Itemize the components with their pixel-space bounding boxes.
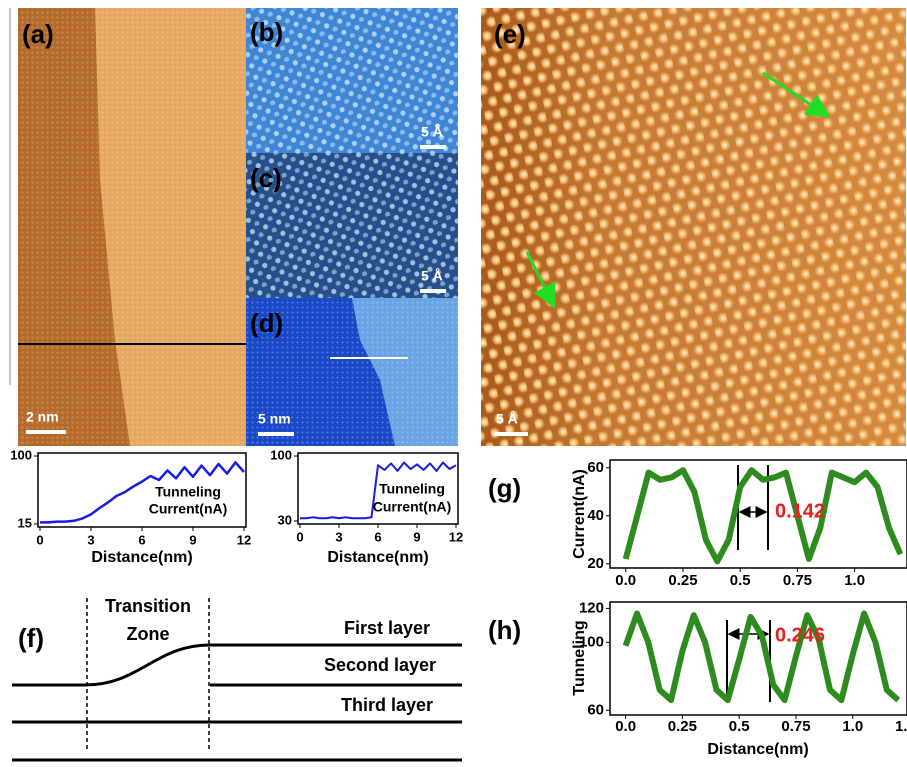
panel-label: (b): [250, 17, 283, 47]
annotation: Current(nA): [149, 501, 228, 517]
panel-label: (g): [488, 473, 521, 503]
panel-label: (e): [494, 19, 526, 49]
scale-label: 5 Å: [496, 411, 518, 427]
plot-frame: [609, 459, 907, 569]
layer-label: Second layer: [324, 655, 436, 675]
annotation: Current(nA): [373, 499, 452, 515]
layer-diagram: [12, 598, 462, 762]
layer-label: Third layer: [341, 695, 433, 715]
annotation: Tunneling: [379, 481, 445, 497]
y-axis-label: Current(nA): [571, 469, 588, 559]
image-c: [246, 153, 458, 298]
x-tick-label: 0.75: [781, 718, 810, 735]
x-tick-label: 0.0: [615, 718, 636, 735]
panel-label: (a): [22, 19, 54, 49]
panel-label: (f): [18, 623, 44, 653]
y-tick-label: 120: [579, 599, 604, 616]
x-tick-label: 1.0: [844, 572, 865, 589]
zone-label: Zone: [127, 624, 170, 644]
layer-label: First layer: [344, 618, 430, 638]
x-axis-label: Distance(nm): [327, 549, 428, 566]
y-tick-label: 100: [270, 447, 292, 462]
panel-label: (c): [250, 163, 282, 193]
zone-label: Transition: [105, 596, 191, 616]
x-axis-label: Distance(nm): [707, 741, 808, 758]
panel-label: (h): [488, 615, 521, 645]
y-tick-label: 30: [278, 512, 292, 527]
data-line: [622, 467, 904, 565]
y-tick-label: 15: [18, 515, 32, 530]
x-tick-label: 0.5: [730, 572, 751, 589]
x-tick-label: 9: [189, 532, 196, 547]
annotation: Tunneling: [155, 484, 221, 500]
x-tick-label: 1.25: [895, 718, 907, 735]
y-axis-label: Tunneling: [571, 620, 588, 695]
scale-label: 5 nm: [258, 411, 291, 427]
x-tick-label: 12: [237, 532, 251, 547]
data-line: [40, 461, 245, 524]
annotation: 0.246: [775, 624, 825, 646]
x-tick-label: 0: [36, 532, 43, 547]
y-tick-label: 100: [579, 633, 604, 650]
x-tick-label: 0.0: [615, 572, 636, 589]
plot-frame: [609, 601, 907, 716]
scale-label: 5 Å: [421, 268, 443, 284]
x-tick-label: 3: [335, 529, 342, 544]
y-tick-label: 100: [10, 447, 32, 462]
x-axis-label: Distance(nm): [91, 549, 192, 566]
y-tick-label: 20: [587, 555, 604, 572]
y-tick-label: 60: [587, 701, 604, 718]
panel-label: (d): [250, 308, 283, 338]
x-tick-label: 0.25: [668, 718, 697, 735]
x-tick-label: 12: [449, 529, 463, 544]
x-tick-label: 0.25: [668, 572, 697, 589]
image-d: [246, 298, 458, 446]
data-line: [622, 610, 901, 704]
x-tick-label: 9: [413, 529, 420, 544]
scale-label: 2 nm: [26, 409, 59, 425]
image-e: [481, 8, 906, 446]
image-a: [18, 8, 246, 446]
y-tick-label: 40: [587, 507, 604, 524]
annotation: 0.142: [775, 500, 825, 522]
x-tick-label: 1.0: [842, 718, 863, 735]
x-tick-label: 0.5: [729, 718, 750, 735]
data-line: [300, 461, 457, 520]
x-tick-label: 0: [296, 529, 303, 544]
y-tick-label: 60: [587, 459, 604, 476]
x-tick-label: 6: [374, 529, 381, 544]
x-tick-label: 0.75: [783, 572, 812, 589]
x-tick-label: 6: [138, 532, 145, 547]
image-b: [246, 8, 458, 153]
x-tick-label: 3: [87, 532, 94, 547]
scale-label: 5 Å: [421, 124, 443, 140]
